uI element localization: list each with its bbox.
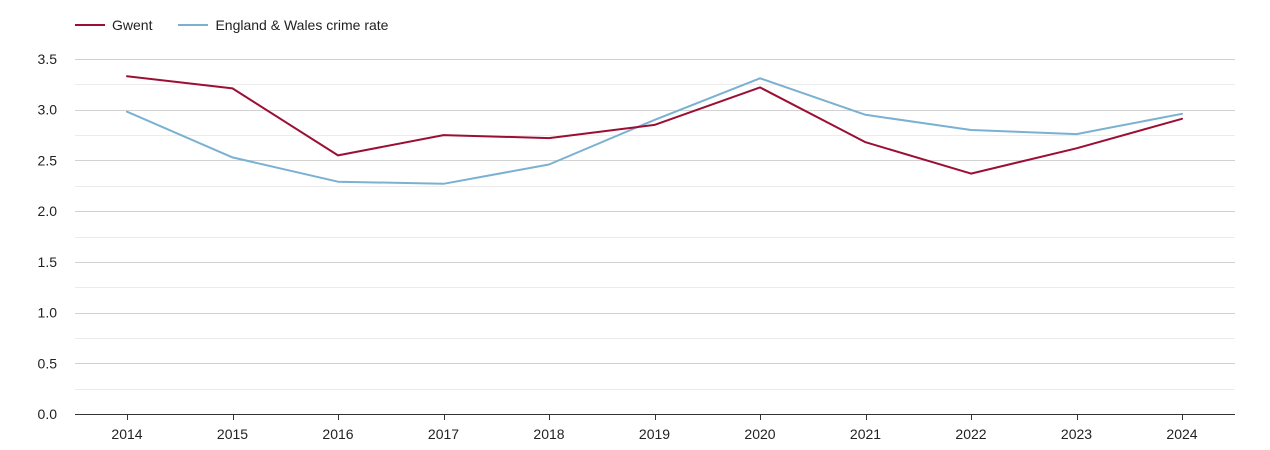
legend-label-england-wales: England & Wales crime rate — [215, 17, 389, 33]
y-tick-label: 3.0 — [38, 102, 58, 118]
y-tick-label: 1.0 — [38, 305, 58, 321]
x-tick-label: 2018 — [533, 426, 564, 442]
x-tick-label: 2022 — [955, 426, 986, 442]
legend-label-gwent: Gwent — [112, 17, 153, 33]
legend-item-gwent[interactable]: Gwent — [75, 17, 152, 33]
x-tick-label: 2019 — [639, 426, 670, 442]
x-tick-label: 2021 — [850, 426, 881, 442]
x-tick-label: 2023 — [1061, 426, 1092, 442]
y-axis-ticks: 0.0 0.5 1.0 1.5 2.0 2.5 3.0 3.5 — [38, 51, 58, 422]
grid-lines — [75, 59, 1235, 390]
series-lines — [126, 75, 1183, 185]
y-tick-label: 1.5 — [38, 254, 58, 270]
y-tick-label: 2.0 — [38, 203, 58, 219]
x-tick-label: 2024 — [1166, 426, 1197, 442]
y-tick-label: 0.0 — [38, 406, 58, 422]
y-tick-label: 3.5 — [38, 51, 58, 67]
y-tick-label: 0.5 — [38, 355, 58, 371]
x-tick-label: 2016 — [322, 426, 353, 442]
x-axis-ticks: 2014 2015 2016 2017 2018 2019 2020 2021 2022 2023… — [111, 414, 1198, 442]
x-tick-label: 2020 — [744, 426, 775, 442]
legend-swatch-gwent — [75, 24, 105, 26]
x-tick-label: 2014 — [111, 426, 142, 442]
x-tick-label: 2015 — [217, 426, 248, 442]
legend-swatch-england-wales — [178, 24, 209, 26]
y-tick-label: 2.5 — [38, 152, 58, 168]
x-tick-label: 2017 — [428, 426, 459, 442]
series-line-england-wales — [126, 77, 1183, 185]
chart-legend: Gwent England & Wales crime rate — [75, 14, 414, 36]
legend-item-england-wales[interactable]: England & Wales crime rate — [178, 17, 388, 33]
